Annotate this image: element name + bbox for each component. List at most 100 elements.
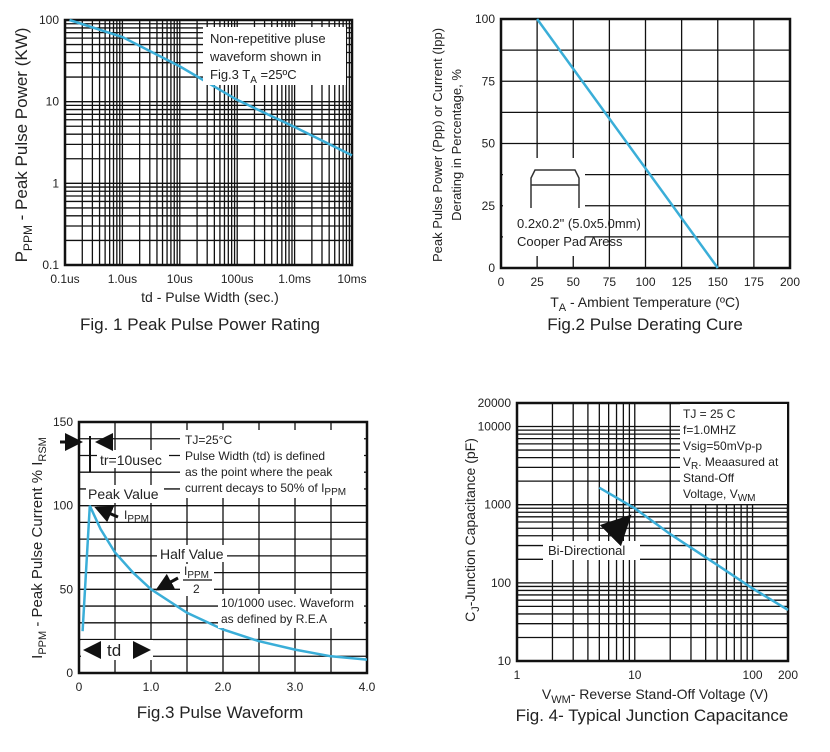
plot-frame	[499, 17, 792, 270]
peak-arrow-icon	[94, 505, 119, 523]
fig2-annotation-line2: Cooper Pad Aress	[517, 234, 623, 249]
fig3-title: Fig.3 Pulse Waveform	[137, 703, 304, 722]
fig3-half-label: Half Value	[160, 546, 224, 562]
fig4-condition: Vsig=50mVp-p	[683, 439, 762, 453]
fig1-ylabel: PPPM - Peak Pulse Power (KW)	[12, 28, 35, 263]
y-tick-label: 0	[66, 666, 73, 680]
x-tick-label: 1.0ms	[278, 272, 311, 286]
x-tick-label: 200	[778, 668, 798, 682]
x-tick-label: 100	[743, 668, 763, 682]
fig3-td-label: td	[107, 641, 121, 660]
bidirectional-arrow-icon	[599, 514, 632, 547]
fig2-ylabel-line1: Peak Pulse Power (Ppp) or Current (Ipp)	[430, 28, 445, 262]
fig2-ylabel-line2: Derating in Percentage, %	[449, 69, 464, 221]
x-tick-label: 10us	[167, 272, 193, 286]
y-tick-label: 100	[491, 576, 511, 590]
x-tick-label: 150	[708, 275, 728, 289]
fig4-condition: Stand-Off	[683, 471, 735, 485]
fig4-title: Fig. 4- Typical Junction Capacitance	[516, 706, 789, 725]
x-tick-label: 100	[635, 275, 655, 289]
x-tick-label: 2.0	[215, 680, 232, 694]
fig4-condition: f=1.0MHZ	[683, 423, 736, 437]
x-tick-label: 125	[672, 275, 692, 289]
plot-frame	[63, 18, 354, 267]
fig4-condition: VR. Meaasured at	[683, 455, 779, 472]
fig3-waveform-note-2: as defined by R.E.A	[221, 612, 327, 626]
y-tick-label: 50	[482, 137, 496, 151]
data-curve	[598, 486, 789, 611]
y-tick-label: 1000	[484, 498, 511, 512]
y-tick-label: 100	[475, 12, 495, 26]
fig1-annotation-line1: Non-repetitive pluse	[210, 31, 326, 46]
x-tick-label: 200	[780, 275, 800, 289]
fig3-condition: Pulse Width (td) is defined	[185, 449, 325, 463]
fig4-xlabel: VWM- Reverse Stand-Off Voltage (V)	[542, 686, 768, 706]
y-tick-label: 20000	[478, 396, 512, 410]
fig3-condition: TJ=25°C	[185, 433, 232, 447]
data-curve	[81, 505, 368, 661]
x-tick-label: 10	[628, 668, 642, 682]
y-tick-label: 10	[46, 95, 60, 109]
x-tick-label: 1.0us	[108, 272, 137, 286]
y-tick-label: 0	[488, 261, 495, 275]
x-tick-label: 175	[744, 275, 764, 289]
y-tick-label: 100	[39, 13, 59, 27]
fig1-annotation-line2: waveform shown in	[209, 49, 321, 64]
fig2-annotation-line1: 0.2x0.2" (5.0x5.0mm)	[517, 216, 641, 231]
fig2-xlabel: TA - Ambient Temperature (ºC)	[550, 294, 740, 314]
fig3-condition: as the point where the peak	[185, 465, 333, 479]
plot-frame	[77, 420, 369, 675]
fig2-annotation-bg	[503, 158, 585, 256]
y-tick-label: 1	[52, 176, 59, 190]
half-label-bg	[157, 545, 227, 562]
x-tick-label: 1	[514, 668, 521, 682]
fig1-title: Fig. 1 Peak Pulse Power Rating	[80, 315, 320, 334]
fig4-series-label: Bi-Directional	[548, 543, 625, 558]
fig1-annotation-line3: Fig.3 TA =25ºC	[210, 67, 297, 86]
x-tick-label: 100us	[221, 272, 254, 286]
x-tick-label: 3.0	[287, 680, 304, 694]
fig3-conditions-bg	[180, 430, 364, 498]
fig4-ylabel: CJ-Junction Capacitance (pF)	[462, 438, 482, 622]
copper-pad-icon	[530, 169, 580, 208]
y-tick-label: 50	[60, 582, 74, 596]
half-arrow-icon	[155, 573, 179, 591]
fig3-half-denominator: 2	[193, 582, 200, 596]
fig3-ippm-label: IPPM	[124, 508, 149, 525]
plot-frame	[515, 401, 790, 663]
x-tick-label: 1.0	[143, 680, 160, 694]
x-tick-label: 10ms	[337, 272, 366, 286]
x-tick-label: 4.0	[359, 680, 376, 694]
fig4-condition: TJ = 25 C	[683, 407, 736, 421]
y-tick-label: 10000	[478, 420, 512, 434]
fig3-tr-label: tr=10usec	[100, 452, 162, 468]
fig1-annotation-bg	[203, 27, 346, 85]
y-tick-label: 0.1	[42, 258, 59, 272]
y-tick-label: 25	[482, 199, 496, 213]
fig3-ylabel: IPPM - Peak Pulse Current % IRSM	[29, 437, 49, 659]
x-tick-label: 0.1us	[50, 272, 79, 286]
fig2-title: Fig.2 Pulse Derating Cure	[547, 315, 743, 334]
fig3-peak-label: Peak Value	[88, 486, 159, 502]
fig4-condition: Voltage, VWM	[683, 487, 756, 504]
x-tick-label: 25	[530, 275, 544, 289]
fig4-annotation-bg	[680, 404, 787, 504]
y-tick-label: 100	[53, 499, 73, 513]
chart-1: 0.1us 1.0us 10us 100us 1.0ms 10ms 0.1 1 10 100	[39, 13, 367, 286]
y-tick-label: 75	[482, 74, 496, 88]
x-tick-label: 50	[567, 275, 581, 289]
data-curve	[536, 18, 719, 269]
waveform-note-bg	[218, 594, 364, 628]
fig3-waveform-note-1: 10/1000 usec. Waveform	[221, 596, 354, 610]
x-tick-label: 75	[603, 275, 617, 289]
y-tick-label: 10	[498, 654, 512, 668]
peak-label-bg	[86, 485, 164, 503]
y-tick-label: 150	[53, 415, 73, 429]
chart-2: 0 25 50 75 100 125 150 175 200 0 25 50 75 100	[475, 12, 800, 289]
x-tick-label: 0	[498, 275, 505, 289]
fig1-xlabel: td - Pulse Width (sec.)	[141, 289, 279, 305]
x-tick-label: 0	[76, 680, 83, 694]
fig3-half-numerator: IPPM	[184, 564, 209, 581]
fig3-condition: current decays to 50% of IPPM	[185, 481, 346, 498]
